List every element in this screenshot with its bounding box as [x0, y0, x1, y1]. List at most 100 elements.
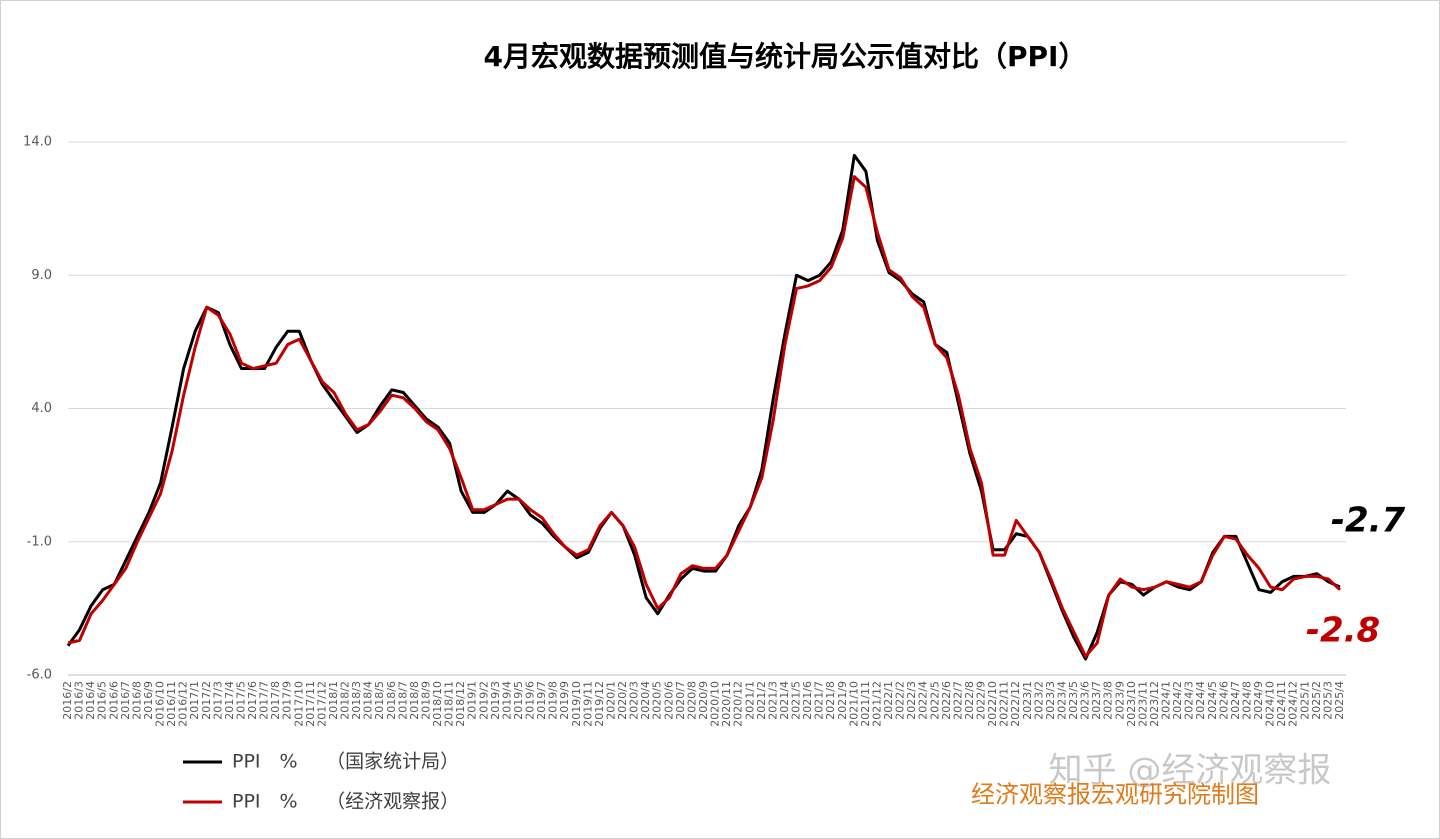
- x-tick-label: 2024/12: [1287, 681, 1300, 727]
- x-tick-label: 2018/8: [408, 681, 421, 720]
- x-tick-label: 2023/7: [1090, 681, 1103, 720]
- x-tick-label: 2019/5: [512, 681, 525, 720]
- x-tick-label: 2023/4: [1055, 681, 1068, 720]
- x-tick-label: 2019/2: [477, 681, 490, 720]
- x-tick-label: 2016/5: [96, 681, 109, 720]
- y-tick-label: -6.0: [27, 668, 52, 683]
- series-line: [67, 175, 1342, 658]
- x-tick-label: 2022/5: [928, 681, 941, 720]
- x-tick-label: 2018/11: [443, 681, 456, 727]
- x-tick-label: 2017/11: [304, 681, 317, 727]
- x-tick-label: 2023/12: [1148, 681, 1161, 727]
- x-tick-label: 2017/6: [246, 681, 259, 720]
- x-tick-label: 2016/9: [142, 681, 155, 720]
- x-tick-label: 2018/7: [396, 681, 409, 720]
- x-tick-label: 2018/1: [327, 681, 340, 720]
- x-tick-label: 2023/5: [1067, 681, 1080, 720]
- x-tick-label: 2019/1: [466, 681, 479, 720]
- x-tick-label: 2025/4: [1333, 681, 1346, 720]
- x-tick-label: 2023/9: [1113, 681, 1126, 720]
- x-tick-label: 2022/7: [951, 681, 964, 720]
- x-tick-label: 2016/4: [84, 681, 97, 720]
- watermark: 知乎 @经济观察报: [1049, 751, 1332, 791]
- x-tick-label: 2022/1: [882, 681, 895, 720]
- x-tick-label: 2020/4: [639, 681, 652, 720]
- x-tick-label: 2023/6: [1079, 681, 1092, 720]
- x-tick-label: 2022/8: [963, 681, 976, 720]
- x-tick-label: 2017/9: [281, 681, 294, 720]
- x-tick-label: 2021/6: [801, 681, 814, 720]
- x-tick-label: 2022/11: [998, 681, 1011, 727]
- x-tick-label: 2017/8: [269, 681, 282, 720]
- x-tick-label: 2020/3: [628, 681, 641, 720]
- x-tick-label: 2020/10: [709, 681, 722, 727]
- x-tick-label: 2024/9: [1252, 681, 1265, 720]
- x-tick-label: 2020/9: [697, 681, 710, 720]
- y-tick-label: 14.0: [23, 135, 52, 150]
- x-tick-label: 2017/2: [200, 681, 213, 720]
- x-tick-label: 2021/4: [778, 681, 791, 720]
- x-tick-label: 2021/3: [766, 681, 779, 720]
- x-tick-label: 2020/2: [616, 681, 629, 720]
- x-tick-label: 2019/11: [581, 681, 594, 727]
- x-tick-label: 2024/3: [1183, 681, 1196, 720]
- y-tick-label: 4.0: [31, 401, 52, 416]
- x-tick-label: 2017/5: [234, 681, 247, 720]
- x-tick-label: 2025/1: [1298, 681, 1311, 720]
- x-tick-label: 2023/1: [1021, 681, 1034, 720]
- annotation: -2.8: [1306, 611, 1380, 651]
- x-tick-label: 2024/2: [1171, 681, 1184, 720]
- x-tick-label: 2019/7: [535, 681, 548, 720]
- x-tick-label: 2023/11: [1136, 681, 1149, 727]
- x-tick-label: 2020/8: [685, 681, 698, 720]
- annotation: -2.7: [1331, 501, 1406, 541]
- x-tick-label: 2016/10: [154, 681, 167, 727]
- x-tick-label: 2021/8: [824, 681, 837, 720]
- x-tick-label: 2021/10: [847, 681, 860, 727]
- x-tick-label: 2017/10: [292, 681, 305, 727]
- x-tick-label: 2022/12: [1009, 681, 1022, 727]
- x-tick-label: 2023/8: [1102, 681, 1115, 720]
- x-tick-label: 2018/10: [431, 681, 444, 727]
- x-tick-label: 2017/7: [258, 681, 271, 720]
- x-tick-label: 2019/6: [524, 681, 537, 720]
- x-tick-label: 2018/3: [350, 681, 363, 720]
- x-tick-label: 2022/6: [940, 681, 953, 720]
- x-tick-label: 2016/2: [61, 681, 74, 720]
- x-tick-label: 2018/6: [385, 681, 398, 720]
- x-tick-label: 2018/9: [419, 681, 432, 720]
- x-tick-label: 2020/1: [604, 681, 617, 720]
- x-tick-label: 2024/7: [1229, 681, 1242, 720]
- x-tick-label: 2016/7: [119, 681, 132, 720]
- x-tick-label: 2017/1: [188, 681, 201, 720]
- chart-title: 4月宏观数据预测值与统计局公示值对比（PPI）: [484, 40, 1087, 73]
- x-tick-label: 2024/8: [1240, 681, 1253, 720]
- x-tick-label: 2019/9: [558, 681, 571, 720]
- x-tick-label: 2020/6: [662, 681, 675, 720]
- x-tick-label: 2016/3: [73, 681, 86, 720]
- x-tick-label: 2021/5: [790, 681, 803, 720]
- x-tick-label: 2021/2: [755, 681, 768, 720]
- x-tick-label: 2022/2: [894, 681, 907, 720]
- x-tick-label: 2016/8: [130, 681, 143, 720]
- x-tick-label: 2024/4: [1194, 681, 1207, 720]
- x-tick-label: 2016/11: [165, 681, 178, 727]
- x-tick-label: 2019/4: [500, 681, 513, 720]
- x-tick-label: 2018/4: [362, 681, 375, 720]
- x-tick-label: 2020/5: [651, 681, 664, 720]
- x-tick-label: 2016/6: [107, 681, 120, 720]
- x-tick-label: 2019/8: [547, 681, 560, 720]
- x-tick-label: 2022/4: [917, 681, 930, 720]
- x-tick-label: 2024/6: [1217, 681, 1230, 720]
- x-tick-label: 2019/3: [489, 681, 502, 720]
- x-tick-label: 2024/1: [1160, 681, 1173, 720]
- x-tick-label: 2021/1: [743, 681, 756, 720]
- y-tick-label: 9.0: [31, 268, 52, 283]
- x-tick-label: 2025/3: [1321, 681, 1334, 720]
- credit: 经济观察报宏观研究院制图: [971, 781, 1259, 809]
- x-tick-label: 2024/5: [1206, 681, 1219, 720]
- x-tick-label: 2023/10: [1125, 681, 1138, 727]
- x-tick-label: 2018/12: [454, 681, 467, 727]
